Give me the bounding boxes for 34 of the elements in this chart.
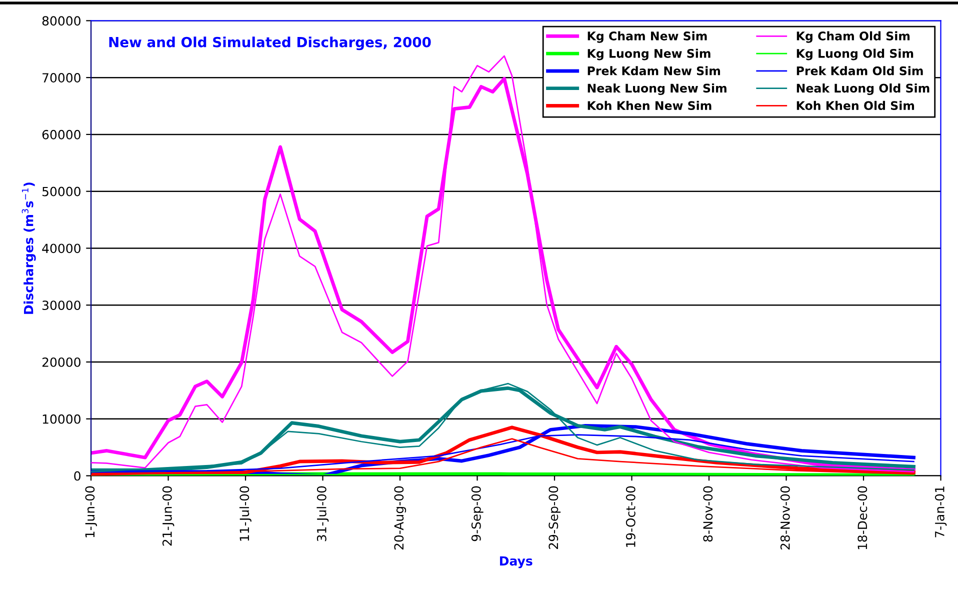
legend-label: Kg Luong New Sim — [588, 48, 710, 60]
y-tick-label: 30000 — [42, 300, 80, 310]
x-tick-label: 19-Oct-00 — [626, 486, 636, 547]
x-tick-label: 7-Jan-01 — [934, 486, 947, 538]
y-tick-label: 60000 — [42, 130, 80, 140]
legend-label: Kg Cham Old Sim — [796, 31, 910, 43]
legend-label: Prek Kdam New Sim — [588, 66, 720, 76]
y-tick-label: 40000 — [42, 244, 80, 254]
x-tick-label: 20-Aug-00 — [394, 486, 406, 550]
y-axis-title: Discharges (m$^{3}$s$^{−1}$) — [22, 182, 36, 314]
legend-label: Kg Luong Old Sim — [796, 48, 914, 60]
legend-label: Koh Khen Old Sim — [796, 100, 914, 110]
x-tick-label: 29-Sep-00 — [548, 486, 561, 549]
legend-label: Neak Luong Old Sim — [796, 83, 930, 95]
x-tick-label: 21-Jun-00 — [162, 486, 174, 546]
x-tick-label: 18-Dec-00 — [858, 486, 868, 550]
x-axis-title: Days — [500, 556, 532, 568]
y-tick-label: 20000 — [42, 357, 80, 367]
y-tick-label: 80000 — [42, 16, 80, 26]
y-tick-label: 50000 — [42, 186, 80, 196]
y-tick-label: 10000 — [42, 414, 80, 424]
legend-label: Prek Kdam Old Sim — [796, 66, 923, 76]
legend-label: Kg Cham New Sim — [588, 31, 707, 43]
y-tick-label: 0 — [74, 471, 80, 481]
text: New and Old Simulated Discharges, 2000 — [109, 36, 431, 50]
y-tick-label: 70000 — [42, 73, 80, 82]
x-tick-label: 11-Jul-00 — [239, 486, 252, 541]
x-tick-label: 9-Sep-00 — [471, 486, 484, 542]
x-tick-label: 28-Nov-00 — [780, 486, 790, 550]
legend-label: Neak Luong New Sim — [588, 83, 726, 95]
legend-label: Koh Khen New Sim — [588, 100, 712, 110]
x-tick-label: 1-Jun-00 — [85, 486, 97, 538]
x-tick-label: 8-Nov-00 — [703, 486, 713, 542]
x-tick-label: 31-Jul-00 — [316, 486, 329, 542]
